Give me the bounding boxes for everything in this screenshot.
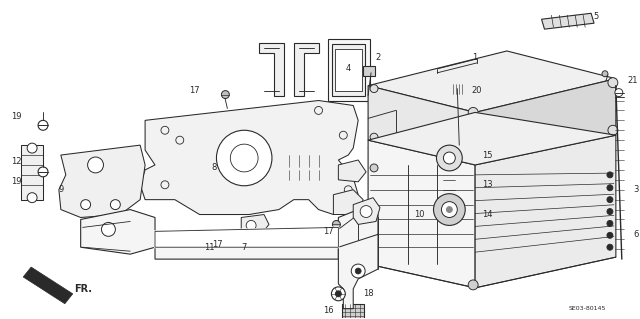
Polygon shape <box>241 214 269 234</box>
Circle shape <box>111 200 120 210</box>
Circle shape <box>602 71 608 77</box>
Polygon shape <box>339 234 378 309</box>
Circle shape <box>38 120 48 130</box>
Circle shape <box>27 143 37 153</box>
Text: 15: 15 <box>482 151 492 160</box>
Circle shape <box>351 264 365 278</box>
Circle shape <box>237 232 245 240</box>
Circle shape <box>468 280 478 290</box>
Polygon shape <box>155 227 339 247</box>
Polygon shape <box>368 112 616 165</box>
Text: 8: 8 <box>212 163 217 173</box>
Circle shape <box>468 108 478 117</box>
Circle shape <box>102 222 115 236</box>
Text: 18: 18 <box>363 289 373 298</box>
Text: 11: 11 <box>204 243 215 252</box>
Circle shape <box>468 155 478 165</box>
Polygon shape <box>339 160 366 182</box>
Text: 17: 17 <box>323 227 334 236</box>
Text: 2: 2 <box>376 53 381 63</box>
Bar <box>284 170 332 180</box>
Circle shape <box>442 202 458 218</box>
Polygon shape <box>475 135 616 288</box>
Circle shape <box>216 130 272 186</box>
Circle shape <box>332 287 346 301</box>
Text: 19: 19 <box>11 112 22 121</box>
Circle shape <box>608 78 618 88</box>
Text: 3: 3 <box>633 185 638 194</box>
Circle shape <box>246 220 256 230</box>
Circle shape <box>607 172 613 178</box>
Text: 21: 21 <box>627 76 638 85</box>
Circle shape <box>436 145 462 171</box>
Circle shape <box>81 200 91 210</box>
Text: 5: 5 <box>593 12 598 21</box>
Polygon shape <box>541 13 594 29</box>
Circle shape <box>370 258 378 266</box>
Polygon shape <box>259 43 284 96</box>
Polygon shape <box>23 267 73 304</box>
Polygon shape <box>81 210 378 259</box>
Polygon shape <box>59 145 145 218</box>
Bar <box>363 66 375 76</box>
Bar <box>444 175 455 195</box>
Polygon shape <box>294 43 319 96</box>
Bar <box>21 145 43 200</box>
Text: 10: 10 <box>414 210 425 219</box>
Circle shape <box>607 220 613 226</box>
Circle shape <box>360 205 372 218</box>
Text: 13: 13 <box>482 180 492 189</box>
Circle shape <box>608 125 618 135</box>
Circle shape <box>332 220 340 228</box>
Text: FR.: FR. <box>74 284 92 294</box>
Circle shape <box>27 193 37 203</box>
Polygon shape <box>368 140 475 288</box>
Circle shape <box>615 89 623 97</box>
Circle shape <box>607 232 613 238</box>
Circle shape <box>355 268 361 274</box>
Polygon shape <box>368 85 475 165</box>
Text: 19: 19 <box>11 177 22 186</box>
Text: 12: 12 <box>11 158 22 167</box>
Text: 20: 20 <box>472 86 483 95</box>
Circle shape <box>38 167 48 177</box>
Bar <box>452 84 464 93</box>
Text: 6: 6 <box>633 230 638 239</box>
Polygon shape <box>333 190 363 214</box>
Circle shape <box>370 133 378 141</box>
Circle shape <box>446 207 452 212</box>
Text: 17: 17 <box>189 86 200 95</box>
Polygon shape <box>353 198 380 225</box>
Circle shape <box>607 197 613 203</box>
Circle shape <box>221 91 229 99</box>
Circle shape <box>433 194 465 226</box>
Text: 17: 17 <box>212 240 223 249</box>
Bar <box>328 39 370 100</box>
Text: 7: 7 <box>241 243 247 252</box>
Circle shape <box>607 185 613 191</box>
Polygon shape <box>140 100 358 214</box>
Polygon shape <box>475 79 616 165</box>
Bar <box>342 304 364 318</box>
Circle shape <box>88 157 104 173</box>
Bar <box>332 44 365 96</box>
Text: 16: 16 <box>323 306 334 315</box>
Circle shape <box>607 209 613 214</box>
Bar <box>284 155 332 167</box>
Circle shape <box>444 152 455 164</box>
Text: 1: 1 <box>472 53 477 63</box>
Text: SE03-80145: SE03-80145 <box>568 306 606 311</box>
Text: 14: 14 <box>482 210 492 219</box>
Circle shape <box>335 291 341 297</box>
Bar <box>335 49 362 91</box>
Circle shape <box>370 85 378 93</box>
Text: 4: 4 <box>346 64 351 73</box>
Circle shape <box>370 164 378 172</box>
Circle shape <box>607 244 613 250</box>
Polygon shape <box>368 51 616 112</box>
Text: 9: 9 <box>58 185 63 194</box>
